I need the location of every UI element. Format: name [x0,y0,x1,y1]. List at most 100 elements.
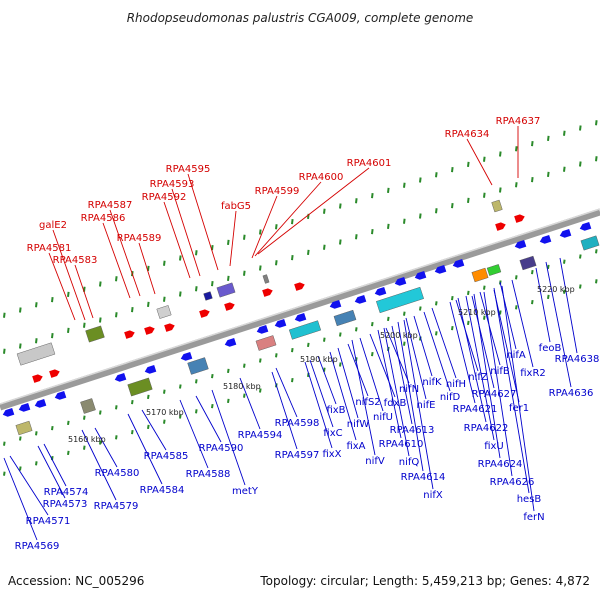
guide-dot [115,435,118,440]
gene-label[interactable]: RPA4601 [347,158,392,169]
gene-label[interactable]: RPA4598 [275,418,320,429]
gene-feature-box-rect [255,335,277,351]
leader-line [317,355,337,405]
gene-label[interactable]: RPA4634 [445,129,490,140]
guide-dot [547,135,550,142]
gene-label[interactable]: galE2 [39,220,67,231]
gene-label[interactable]: RPA4594 [238,430,283,441]
gene-label[interactable]: RPA4595 [166,164,211,175]
gene-label[interactable]: RPA4587 [88,200,133,211]
leader-line [271,371,298,450]
top-label-leaders [48,126,519,321]
forward-gene-arrow [49,369,60,378]
guide-dot [579,125,582,131]
reverse-gene-arrow-shape [354,294,367,304]
forward-gene-arrow-shape [49,369,60,378]
gene-label[interactable]: nifS2 [355,397,380,408]
gene-label[interactable]: nifB [490,366,510,377]
guide-dot [179,414,182,419]
reverse-gene-arrow [144,364,157,374]
leader-line [405,317,427,400]
gene-label[interactable]: nifN [399,384,419,395]
gene-label[interactable]: RPA4610 [379,439,424,450]
gene-label[interactable]: RPA4574 [44,487,89,498]
leader-line [229,210,237,267]
gene-label[interactable]: nifZ [468,372,488,383]
gene-label[interactable]: RPA4600 [299,172,344,183]
gene-label[interactable]: RPA4636 [549,388,594,399]
gene-label[interactable]: RPA4638 [555,354,600,365]
guide-dot [195,286,198,292]
gene-label[interactable]: RPA4621 [453,404,498,415]
gene-feature-box [333,309,357,327]
genome-backbone-highlight [0,208,600,405]
gene-label[interactable]: RPA4583 [53,255,98,266]
gene-label[interactable]: RPA4579 [94,501,139,512]
gene-label[interactable]: nifK [422,377,442,388]
gene-label[interactable]: RPA4614 [401,472,446,483]
gene-label[interactable]: nifX [423,490,443,501]
guide-dot [467,320,470,326]
gene-label[interactable]: RPA4597 [275,450,320,461]
gene-label[interactable]: nifD [440,392,461,403]
guide-dot [131,399,134,405]
gene-label[interactable]: RPA4588 [186,469,231,480]
gene-label[interactable]: RPA4573 [43,499,88,510]
gene-label[interactable]: RPA4586 [81,213,126,224]
gene-label[interactable]: RPA4580 [95,468,140,479]
gene-label[interactable]: RPA4581 [27,243,72,254]
gene-label[interactable]: RPA4585 [144,451,189,462]
guide-dot [451,166,454,173]
guide-dot [195,250,198,256]
gene-label[interactable]: nifU [373,412,393,423]
gene-label[interactable]: RPA4599 [255,186,300,197]
gene-label[interactable]: fixA [346,441,365,452]
gene-label[interactable]: metY [232,486,259,497]
gene-label[interactable]: fixB [326,405,345,416]
gene-label[interactable]: fdxB [384,398,407,409]
gene-label[interactable]: RPA4613 [390,425,435,436]
gene-label[interactable]: RPA4569 [15,541,60,552]
guide-dot [115,312,118,318]
gene-label[interactable]: nifH [446,379,466,390]
gene-label[interactable]: fixR2 [520,368,546,379]
gene-label[interactable]: nifE [417,400,436,411]
leader-line [397,321,424,472]
guide-dot [419,306,422,311]
guide-dot [275,224,278,230]
gene-label[interactable]: nifW [347,419,370,430]
gene-label[interactable]: RPA4592 [142,192,187,203]
gene-label[interactable]: RPA4627 [472,389,517,400]
reverse-gene-arrow-shape [256,324,269,334]
guide-dot [243,234,246,240]
guide-dot [371,192,374,199]
reverse-gene-arrow-shape [2,407,15,417]
gene-label[interactable]: nifA [506,350,526,361]
gene-label[interactable]: RPA4590 [199,443,244,454]
gene-label[interactable]: RPA4626 [490,477,535,488]
gene-label[interactable]: fixU [484,441,504,452]
gene-label[interactable]: RPA4637 [496,116,541,127]
gene-label[interactable]: fixX [322,449,341,460]
reverse-gene-arrow [18,402,31,412]
gene-label[interactable]: RPA4593 [150,179,195,190]
guide-dot [355,198,358,204]
guide-dot [339,203,342,209]
gene-label[interactable]: nifQ [399,457,420,468]
guide-dot [115,276,118,282]
gene-label[interactable]: RPA4584 [140,485,185,496]
gene-label[interactable]: hesB [517,494,542,505]
gene-label[interactable]: ferN [523,512,544,523]
gene-label[interactable]: fixC [323,428,342,439]
gene-label[interactable]: fer1 [509,403,529,414]
gene-label[interactable]: fabG5 [221,201,251,212]
gene-label[interactable]: RPA4624 [478,459,523,470]
leader-line [239,377,261,430]
guide-dot [515,182,518,188]
gene-label[interactable]: feoB [539,343,562,354]
gene-label[interactable]: RPA4589 [117,233,162,244]
forward-gene-arrow [495,222,506,231]
gene-label[interactable]: RPA4622 [464,423,509,434]
gene-label[interactable]: nifV [365,456,385,467]
gene-label[interactable]: RPA4571 [26,516,71,527]
